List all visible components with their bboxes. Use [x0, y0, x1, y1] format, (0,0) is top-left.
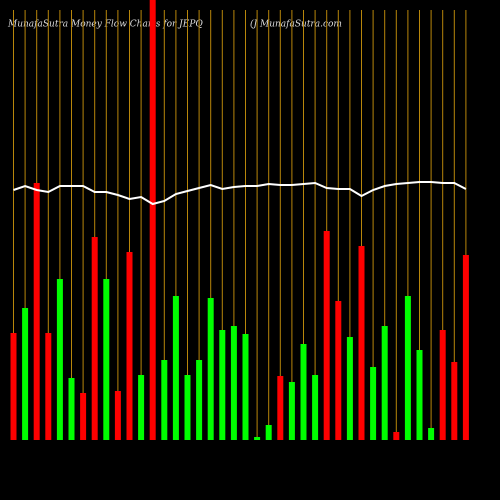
chart-subtitle: (J MunafaSutra.com [250, 19, 342, 30]
bar [80, 393, 87, 440]
bar [219, 330, 226, 440]
bar [439, 330, 446, 440]
bar [230, 326, 237, 440]
bar [149, 0, 156, 440]
bar [358, 246, 365, 440]
bar [103, 279, 110, 440]
bar [138, 375, 145, 440]
bar [416, 350, 423, 440]
bar [56, 279, 63, 440]
bar [196, 360, 203, 440]
bar [254, 437, 261, 440]
bar [265, 425, 272, 440]
bar [335, 301, 342, 440]
bar [45, 333, 52, 440]
bar [288, 382, 295, 440]
bar [312, 375, 319, 440]
bar [462, 255, 469, 440]
bar [393, 432, 400, 440]
money-flow-line [13, 181, 467, 206]
bar [346, 337, 353, 440]
bar [126, 252, 133, 440]
bar [68, 378, 75, 440]
bar [22, 308, 29, 440]
bar [323, 231, 330, 440]
bar [300, 344, 307, 440]
bar [10, 333, 17, 440]
bar [404, 296, 411, 440]
bar [172, 296, 179, 440]
bar [381, 326, 388, 440]
bar [370, 367, 377, 440]
bar [242, 334, 249, 440]
chart-title: MunafaSutra Money Flow Charts for JEPQ [7, 20, 203, 30]
bar [114, 391, 121, 440]
bar [207, 298, 214, 440]
bar [33, 183, 40, 440]
bar [161, 360, 168, 440]
bar [184, 375, 191, 440]
bar [451, 362, 458, 440]
bar [277, 376, 284, 440]
bar [91, 237, 98, 440]
bar [428, 428, 435, 440]
